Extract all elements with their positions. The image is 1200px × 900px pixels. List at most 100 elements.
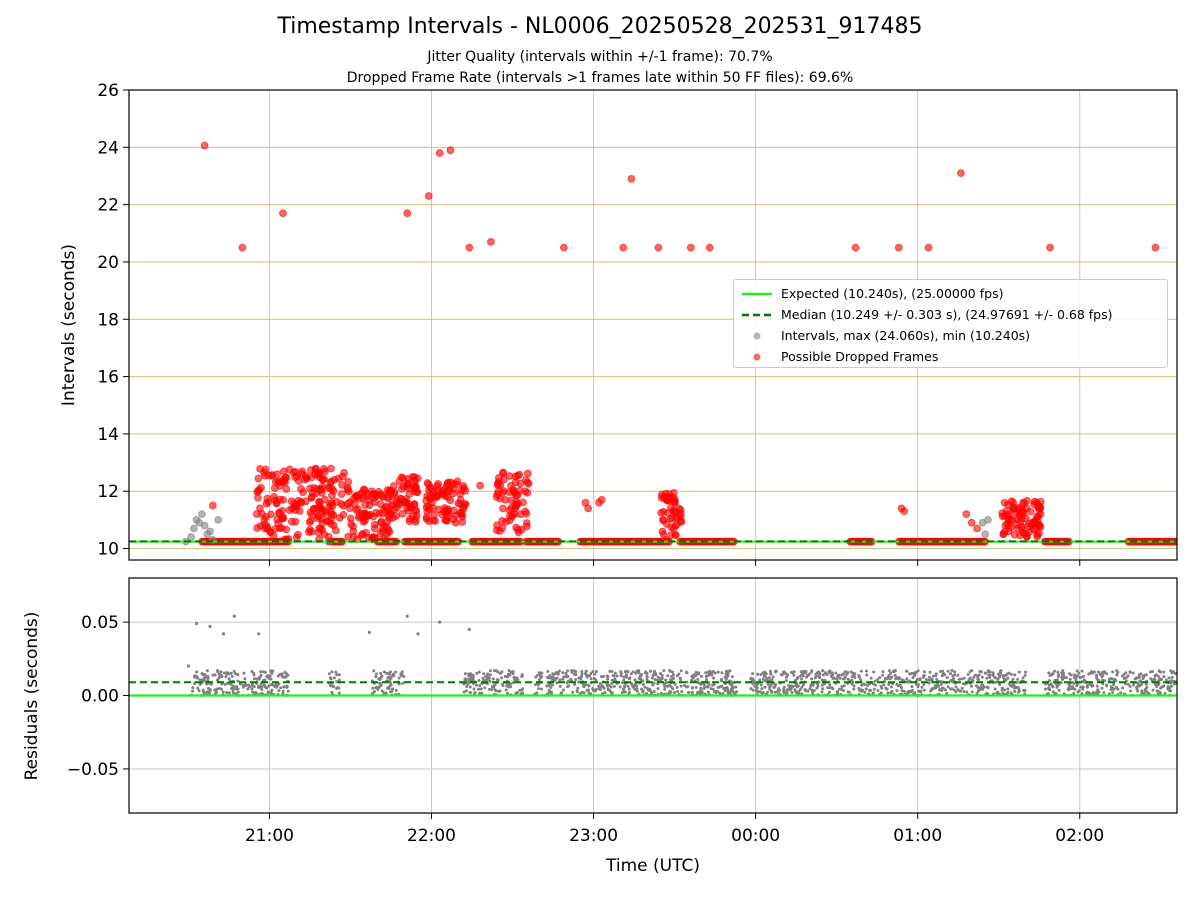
- residual-point: [697, 672, 701, 676]
- residual-point: [645, 691, 649, 695]
- residual-point: [1001, 691, 1005, 695]
- residual-point: [1159, 677, 1163, 681]
- residual-point: [708, 671, 712, 675]
- dropped-frame-point: [290, 499, 299, 508]
- residual-point: [1111, 670, 1115, 674]
- residual-point: [763, 674, 767, 678]
- residual-point: [374, 672, 378, 676]
- residual-point: [694, 685, 698, 689]
- residual-point: [491, 677, 495, 681]
- residual-point: [960, 686, 964, 690]
- residual-y-tick-label: −0.05: [67, 760, 119, 780]
- dropped-frame-point: [261, 465, 270, 474]
- residual-point: [675, 674, 679, 678]
- dropped-frame-point: [1033, 532, 1042, 541]
- residual-point: [818, 676, 822, 680]
- residual-point: [893, 673, 897, 677]
- dropped-frame-point: [446, 146, 455, 155]
- dropped-frame-point: [522, 476, 530, 484]
- residual-point: [816, 682, 820, 686]
- residual-point: [711, 683, 715, 687]
- dropped-frame-point: [291, 473, 299, 482]
- residual-point: [772, 686, 776, 690]
- residual-point: [1167, 676, 1171, 680]
- residual-point: [913, 673, 917, 677]
- residual-point: [506, 691, 510, 695]
- dropped-frame-point: [272, 498, 281, 507]
- residual-point: [852, 684, 856, 688]
- residual-point: [922, 673, 926, 677]
- residual-point: [236, 679, 240, 683]
- dropped-frame-point: [398, 509, 407, 518]
- residual-point: [400, 673, 404, 677]
- residual-point: [1047, 671, 1051, 675]
- residual-y-tick-label: 0.05: [81, 613, 119, 633]
- dropped-frame-point: [665, 490, 674, 498]
- top-plot-frame: [128, 89, 1178, 561]
- residual-point: [283, 670, 287, 674]
- residual-point: [881, 670, 885, 674]
- dropped-frame-point: [498, 517, 507, 525]
- dropped-frame-point: [389, 482, 398, 490]
- residual-point: [900, 689, 904, 693]
- residual-point: [998, 672, 1002, 676]
- residual-point: [676, 690, 680, 694]
- residual-point: [1144, 682, 1148, 686]
- residual-point: [387, 675, 391, 679]
- residual-point: [650, 676, 654, 680]
- residual-point: [633, 678, 637, 682]
- residual-point: [555, 681, 559, 685]
- residual-point: [540, 671, 544, 675]
- residual-point: [608, 669, 612, 673]
- residual-point: [219, 670, 223, 674]
- residual-point: [483, 686, 487, 690]
- residual-point: [545, 675, 549, 679]
- residual-point: [649, 692, 653, 696]
- y-tick-label: 14: [97, 425, 119, 445]
- legend-dropped-dot-marker: [753, 353, 761, 361]
- residual-point: [606, 687, 610, 691]
- dropped-frame-point: [456, 489, 465, 498]
- residual-point: [680, 689, 684, 693]
- residual-point: [613, 677, 617, 681]
- residual-point: [999, 669, 1003, 673]
- residual-point: [808, 687, 812, 691]
- residual-point: [1081, 674, 1085, 678]
- dropped-frame-point: [967, 518, 976, 527]
- residual-point: [905, 680, 909, 684]
- residual-point: [988, 673, 992, 677]
- residual-point: [831, 687, 835, 691]
- residual-point: [242, 671, 246, 675]
- residual-point: [954, 690, 958, 694]
- residual-point: [832, 676, 836, 680]
- residual-point: [235, 687, 239, 691]
- dropped-frame-point: [851, 243, 860, 252]
- residual-point: [712, 676, 716, 680]
- residual-point: [880, 686, 884, 690]
- residual-point: [1111, 690, 1115, 694]
- residual-point: [895, 689, 899, 693]
- residual-point: [922, 683, 926, 687]
- residual-point: [881, 673, 885, 677]
- residual-point: [1078, 675, 1082, 679]
- residual-point: [1138, 679, 1142, 683]
- residual-point: [387, 687, 391, 691]
- residual-point: [279, 686, 283, 690]
- residual-point: [865, 673, 869, 677]
- residual-point: [1163, 691, 1167, 695]
- residual-point: [571, 690, 575, 694]
- residual-point: [260, 688, 264, 692]
- residual-point: [869, 676, 873, 680]
- dropped-frame-point: [1029, 524, 1037, 533]
- dropped-frame-point: [270, 484, 279, 493]
- dropped-frame-point: [1017, 514, 1026, 523]
- residual-point: [269, 677, 273, 681]
- residual-point: [1142, 691, 1146, 695]
- dropped-frame-point: [399, 474, 407, 483]
- residual-point: [397, 676, 401, 680]
- residual-point: [920, 685, 924, 689]
- dropped-frame-point: [494, 478, 503, 486]
- residual-point: [835, 677, 839, 681]
- residual-point: [734, 685, 738, 689]
- residual-point: [216, 670, 220, 674]
